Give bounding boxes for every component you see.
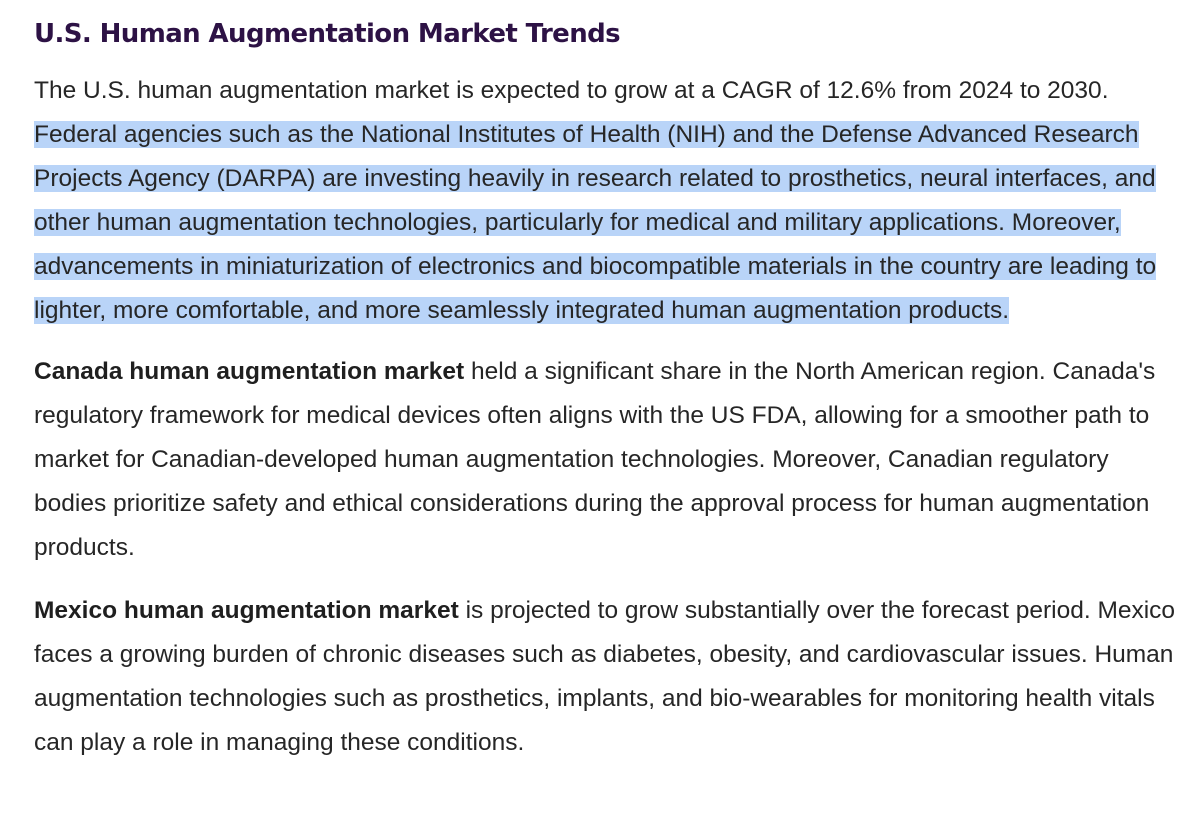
- selected-text-highlight[interactable]: Federal agencies such as the National In…: [34, 121, 1157, 324]
- canada-market-bold-label: Canada human augmentation market: [34, 358, 465, 385]
- mexico-market-text: is projected to grow substantially over …: [34, 597, 1176, 756]
- mexico-market-paragraph: Mexico human augmentation market is proj…: [34, 589, 1184, 765]
- us-market-intro-text: The U.S. human augmentation market is ex…: [34, 77, 1109, 104]
- canada-market-paragraph: Canada human augmentation market held a …: [34, 350, 1184, 570]
- us-market-paragraph: The U.S. human augmentation market is ex…: [34, 69, 1184, 333]
- section-heading: U.S. Human Augmentation Market Trends: [34, 19, 621, 49]
- article-body: U.S. Human Augmentation Market Trends Th…: [34, 12, 1184, 765]
- mexico-market-bold-label: Mexico human augmentation market: [34, 597, 459, 624]
- canada-market-text: held a significant share in the North Am…: [34, 358, 1156, 561]
